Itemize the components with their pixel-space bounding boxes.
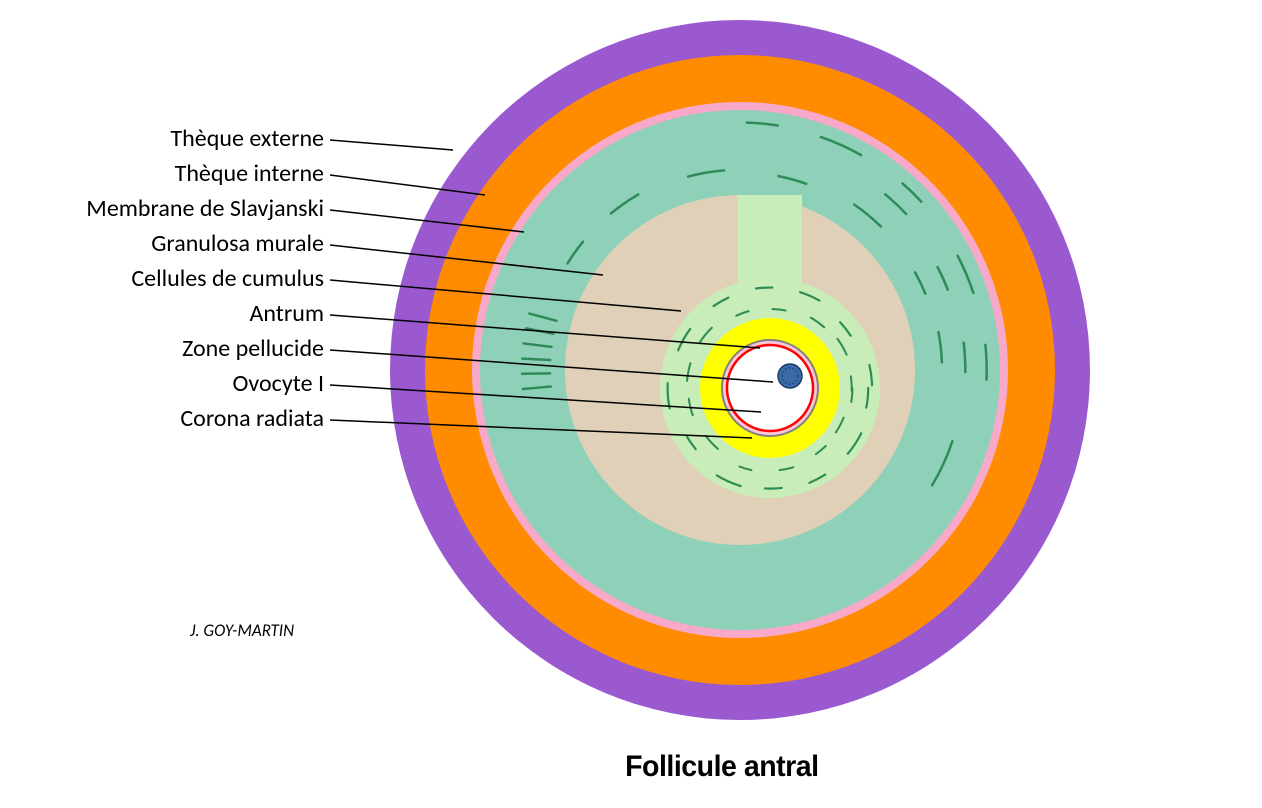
label-text: Membrane de Slavjanski xyxy=(86,194,324,223)
label-text: Zone pellucide xyxy=(182,334,324,363)
label-text: Thèque externe xyxy=(170,124,324,153)
label-text: Ovocyte I xyxy=(233,369,325,398)
label-text: Cellules de cumulus xyxy=(131,264,324,293)
label-text: Thèque interne xyxy=(175,159,324,188)
label-text: Antrum xyxy=(250,299,324,328)
diagram-title: Follicule antral xyxy=(625,750,819,784)
leader-line xyxy=(330,140,453,150)
oocyte xyxy=(727,345,813,431)
label-text: Corona radiata xyxy=(180,404,324,433)
diagram-credit: J. GOY-MARTIN xyxy=(190,620,294,641)
label-text: Granulosa murale xyxy=(151,229,324,258)
